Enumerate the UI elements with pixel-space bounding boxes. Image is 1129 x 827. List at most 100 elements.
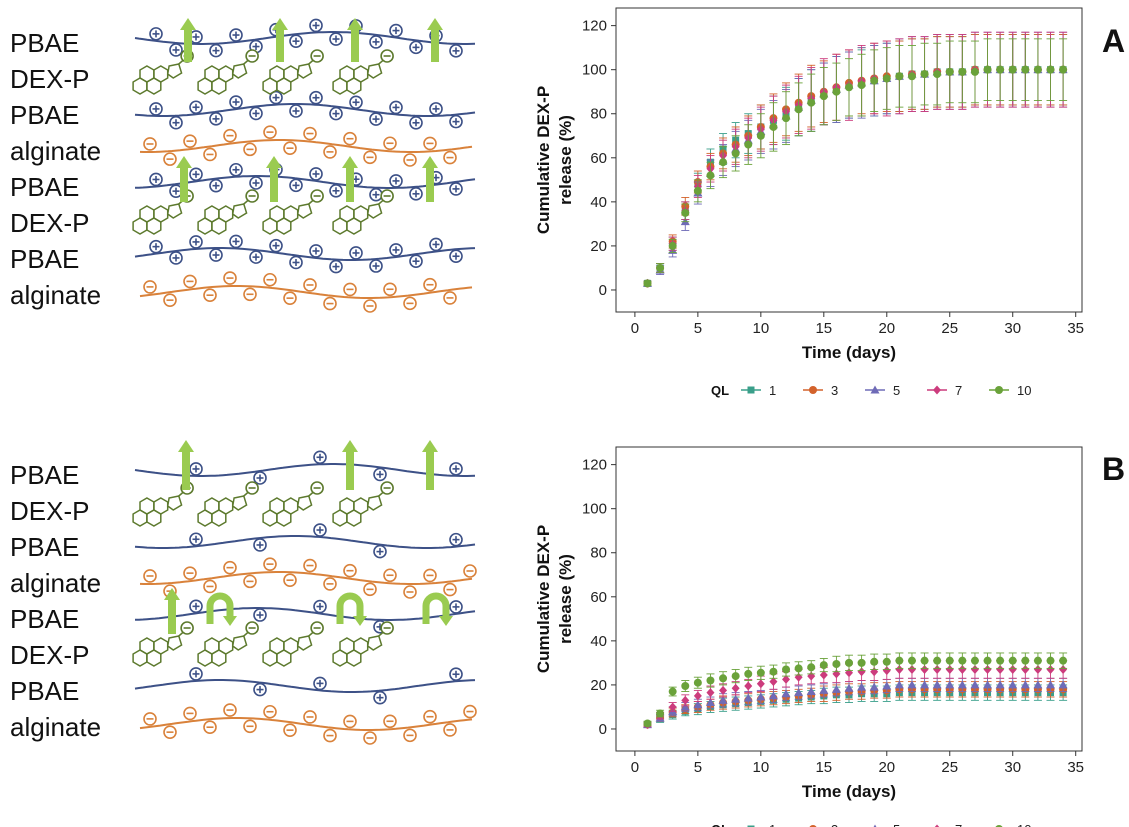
y-tick-label: 100 xyxy=(582,501,607,518)
data-point xyxy=(958,67,967,76)
steroid-molecule-icon xyxy=(332,189,394,235)
plus-circle-icon xyxy=(313,523,327,537)
data-point xyxy=(794,664,803,673)
minus-circle-icon xyxy=(310,621,324,635)
minus-circle-icon xyxy=(403,153,417,167)
minus-circle-icon xyxy=(383,136,397,151)
data-point xyxy=(970,656,979,665)
pbae-polymer-chain xyxy=(134,679,476,693)
y-tick-label: 80 xyxy=(590,545,607,562)
up-arrow-icon xyxy=(342,440,358,490)
minus-circle-icon xyxy=(363,731,377,745)
data-point xyxy=(1059,664,1068,674)
data-point xyxy=(756,692,766,701)
plus-circle-icon xyxy=(289,255,303,270)
data-point xyxy=(769,122,778,131)
y-tick-label: 0 xyxy=(599,721,607,738)
data-point xyxy=(1033,680,1043,689)
plus-circle-icon xyxy=(349,246,363,260)
minus-circle-icon xyxy=(423,568,437,583)
data-point xyxy=(932,680,942,689)
data-point xyxy=(844,683,854,692)
alginate-polymer-chain xyxy=(139,285,473,299)
steroid-molecule-icon xyxy=(197,481,259,527)
data-point xyxy=(1021,664,1030,674)
minus-circle-icon xyxy=(223,560,237,575)
plus-circle-icon xyxy=(369,112,383,126)
data-point xyxy=(819,661,828,670)
data-point xyxy=(643,719,652,728)
plus-circle-icon xyxy=(229,162,243,177)
data-point xyxy=(920,656,929,665)
plus-circle-icon xyxy=(389,174,403,188)
data-point xyxy=(1008,656,1017,665)
data-point xyxy=(643,279,652,288)
minus-circle-icon xyxy=(163,725,177,739)
up-arrow-icon xyxy=(427,18,443,62)
data-point xyxy=(995,680,1005,689)
minus-circle-icon xyxy=(443,582,457,597)
data-point xyxy=(1008,664,1017,674)
steroid-molecule-icon xyxy=(332,621,394,667)
data-point xyxy=(693,691,702,701)
data-point xyxy=(831,684,841,693)
y-tick-label: 40 xyxy=(590,633,607,650)
data-point xyxy=(1046,680,1056,689)
data-point xyxy=(731,149,740,158)
series-10 xyxy=(643,652,1068,728)
layer-label: PBAE xyxy=(10,604,79,634)
data-point xyxy=(769,667,778,676)
up-arrow-icon xyxy=(422,156,438,202)
data-point xyxy=(857,658,866,667)
up-arrow-icon xyxy=(266,156,282,202)
up-arrow-icon xyxy=(347,18,363,62)
minus-circle-icon xyxy=(403,728,417,743)
data-point xyxy=(996,65,1005,74)
plus-circle-icon xyxy=(189,462,203,476)
minus-circle-icon xyxy=(183,566,197,580)
legend-marker xyxy=(870,385,880,394)
minus-circle-icon xyxy=(243,574,257,589)
minus-circle-icon xyxy=(143,280,157,294)
panel-letter-a: A xyxy=(1102,23,1125,59)
data-point xyxy=(933,664,942,674)
plus-circle-icon xyxy=(329,32,343,46)
pbae-polymer-chain xyxy=(134,463,476,477)
legend-label: 1 xyxy=(769,383,776,398)
data-point xyxy=(1021,65,1030,74)
data-point xyxy=(719,685,728,695)
minus-circle-icon xyxy=(403,296,417,311)
data-point xyxy=(731,672,740,681)
minus-circle-icon xyxy=(143,569,157,583)
legend-marker xyxy=(873,824,877,827)
plus-circle-icon xyxy=(229,234,243,249)
data-point xyxy=(807,663,816,672)
y-tick-label: 100 xyxy=(582,62,607,79)
plus-circle-icon xyxy=(149,102,163,116)
steroid-molecule-icon xyxy=(197,49,259,95)
minus-circle-icon xyxy=(363,150,377,165)
minus-circle-icon xyxy=(343,563,357,578)
minus-circle-icon xyxy=(303,126,317,141)
plus-circle-icon xyxy=(289,34,303,48)
layer-label: PBAE xyxy=(10,172,79,202)
legend-marker xyxy=(995,386,1003,394)
x-tick-label: 35 xyxy=(1067,759,1084,776)
data-point xyxy=(744,669,753,678)
plus-circle-icon xyxy=(229,28,243,42)
data-point xyxy=(819,685,829,694)
data-point xyxy=(945,664,954,674)
data-point xyxy=(693,678,702,687)
legend: QL 1 3 5 7 10 xyxy=(711,822,1031,827)
data-point xyxy=(857,81,866,90)
legend-label: 10 xyxy=(1017,822,1031,827)
minus-circle-icon xyxy=(343,282,357,297)
x-axis-title: Time (days) xyxy=(802,343,896,362)
minus-circle-icon xyxy=(310,49,324,63)
plus-circle-icon xyxy=(449,249,463,264)
data-point xyxy=(970,680,980,689)
legend-marker xyxy=(934,824,940,827)
plus-circle-icon xyxy=(253,682,267,697)
x-tick-label: 20 xyxy=(878,320,895,337)
